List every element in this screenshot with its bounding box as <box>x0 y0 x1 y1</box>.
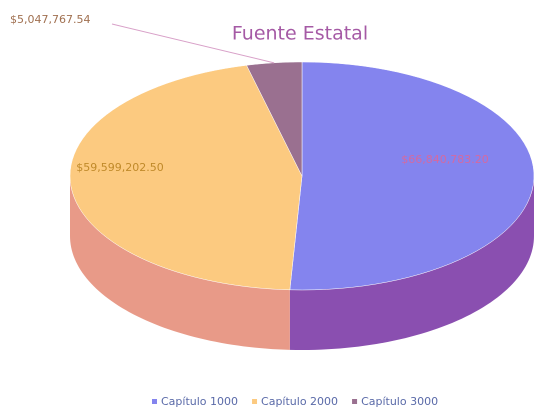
pie-slice-side <box>289 176 534 350</box>
legend-label: Capítulo 3000 <box>361 395 438 408</box>
legend-label: Capítulo 2000 <box>261 395 338 408</box>
legend-swatch <box>152 399 157 404</box>
legend-swatch <box>252 399 258 404</box>
data-label: $59,599,202.50 <box>76 161 163 174</box>
chart-title: Fuente Estatal <box>232 23 368 45</box>
pie-slice <box>69 65 303 291</box>
leader-line <box>111 23 275 64</box>
pie-slice <box>246 61 303 177</box>
pie-slice <box>289 61 535 291</box>
data-label: $66,840,783.20 <box>401 153 488 166</box>
data-label: $5,047,767.54 <box>10 13 90 26</box>
legend-swatch <box>352 399 358 404</box>
pie-slice-side <box>70 176 290 350</box>
legend-label: Capítulo 1000 <box>161 395 238 408</box>
